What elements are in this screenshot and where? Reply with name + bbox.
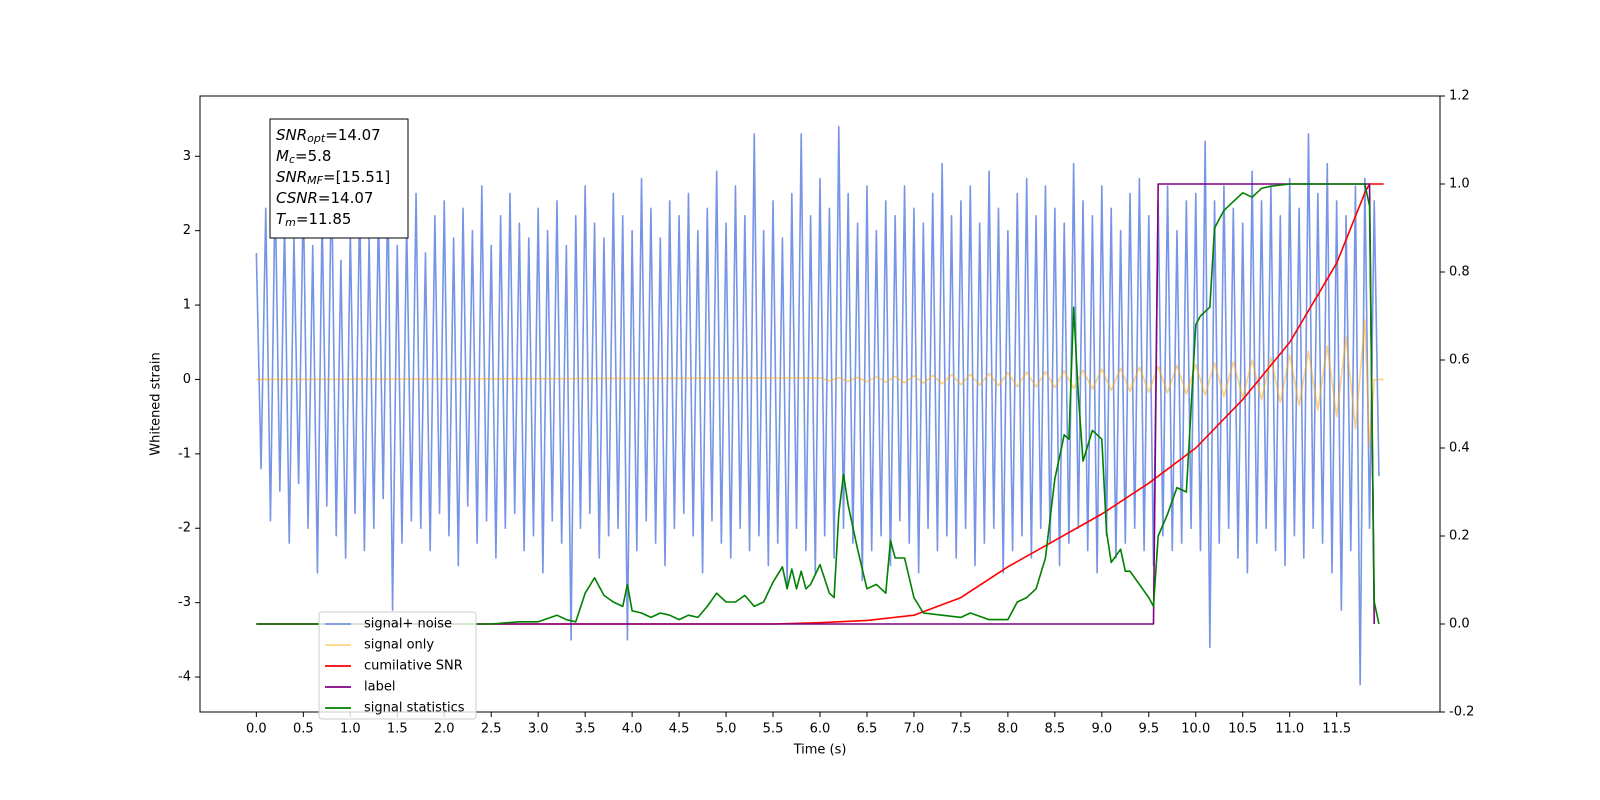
- y2-tick-label: 0.4: [1449, 441, 1470, 456]
- annotation-line: Mc=5.8: [276, 147, 331, 167]
- x-tick-label: 9.0: [1091, 722, 1112, 737]
- annotation-symbol: T: [276, 210, 287, 228]
- x-tick-label: 2.5: [481, 722, 502, 737]
- annotation-line: SNRopt=14.07: [276, 126, 381, 146]
- y2-tick-label: -0.2: [1449, 705, 1474, 720]
- annotation-value: =[15.51]: [323, 168, 390, 186]
- x-tick-label: 6.5: [857, 722, 878, 737]
- x-tick-label: 7.0: [904, 722, 925, 737]
- x-tick-label: 3.5: [575, 722, 596, 737]
- x-tick-label: 11.5: [1322, 722, 1351, 737]
- legend-label: label: [364, 680, 395, 695]
- annotation-value: =14.07: [325, 126, 381, 144]
- annotation-value: =5.8: [295, 147, 331, 165]
- x-tick-label: 10.5: [1228, 722, 1257, 737]
- annotation-subscript: opt: [307, 132, 326, 145]
- y-tick-label: -4: [178, 670, 191, 685]
- annotation-symbol: CSNR: [276, 189, 318, 207]
- x-tick-label: 2.0: [434, 722, 455, 737]
- annotation-symbol: SNR: [276, 126, 307, 144]
- legend-box: [318, 611, 477, 720]
- series-line: [256, 319, 1384, 448]
- y-axis-label: Whitened strain: [149, 352, 164, 455]
- series-line: [256, 183, 1384, 625]
- plot-area: [255, 125, 1384, 686]
- x-tick-label: 1.5: [387, 722, 408, 737]
- x-tick-label: 10.0: [1181, 722, 1210, 737]
- x-tick-label: 4.0: [622, 722, 643, 737]
- annotation-value: =14.07: [318, 189, 374, 207]
- y2-tick-label: 0.0: [1449, 617, 1470, 632]
- legend-label: cumilative SNR: [364, 659, 463, 674]
- y-tick-label: 2: [183, 223, 191, 238]
- x-tick-label: 11.0: [1275, 722, 1304, 737]
- annotation-symbol: SNR: [276, 168, 307, 186]
- annotation-symbol: M: [276, 147, 289, 165]
- y-tick-label: 3: [183, 149, 191, 164]
- x-tick-label: 1.0: [340, 722, 361, 737]
- y-tick-label: -1: [178, 446, 191, 461]
- annotation-line: CSNR=14.07: [276, 189, 373, 207]
- x-tick-label: 3.0: [528, 722, 549, 737]
- y-tick-label: -3: [178, 595, 191, 610]
- x-tick-label: 0.0: [246, 722, 267, 737]
- x-tick-label: 9.5: [1138, 722, 1159, 737]
- legend-label: signal statistics: [364, 701, 465, 716]
- y-tick-label: 0: [183, 372, 191, 387]
- annotation-subscript: m: [285, 216, 296, 229]
- annotation-subscript: c: [289, 153, 295, 166]
- annotation-subscript: MF: [307, 174, 323, 187]
- x-axis-label: Time (s): [793, 743, 847, 758]
- series-line: [256, 183, 1380, 625]
- x-tick-label: 8.0: [998, 722, 1019, 737]
- x-tick-label: 8.5: [1045, 722, 1066, 737]
- y2-tick-label: 0.8: [1449, 265, 1470, 280]
- y-tick-label: 1: [183, 298, 191, 313]
- x-tick-label: 4.5: [669, 722, 690, 737]
- x-tick-label: 6.0: [810, 722, 831, 737]
- annotation-line: Tm=11.85: [276, 210, 351, 230]
- y2-tick-label: 0.6: [1449, 353, 1470, 368]
- x-tick-label: 5.5: [763, 722, 784, 737]
- series-line: [255, 125, 1380, 686]
- y2-tick-label: 1.0: [1449, 177, 1470, 192]
- legend-label: signal only: [364, 638, 434, 653]
- annotation-line: SNRMF=[15.51]: [276, 168, 390, 188]
- legend-label: signal+ noise: [364, 617, 452, 632]
- x-tick-label: 0.5: [293, 722, 314, 737]
- y2-tick-label: 0.2: [1449, 529, 1470, 544]
- y2-tick-label: 1.2: [1449, 89, 1470, 104]
- annotation-box: [269, 118, 409, 239]
- x-tick-label: 5.0: [716, 722, 737, 737]
- x-tick-label: 7.5: [951, 722, 972, 737]
- y-tick-label: -2: [178, 521, 191, 536]
- annotation-value: =11.85: [296, 210, 352, 228]
